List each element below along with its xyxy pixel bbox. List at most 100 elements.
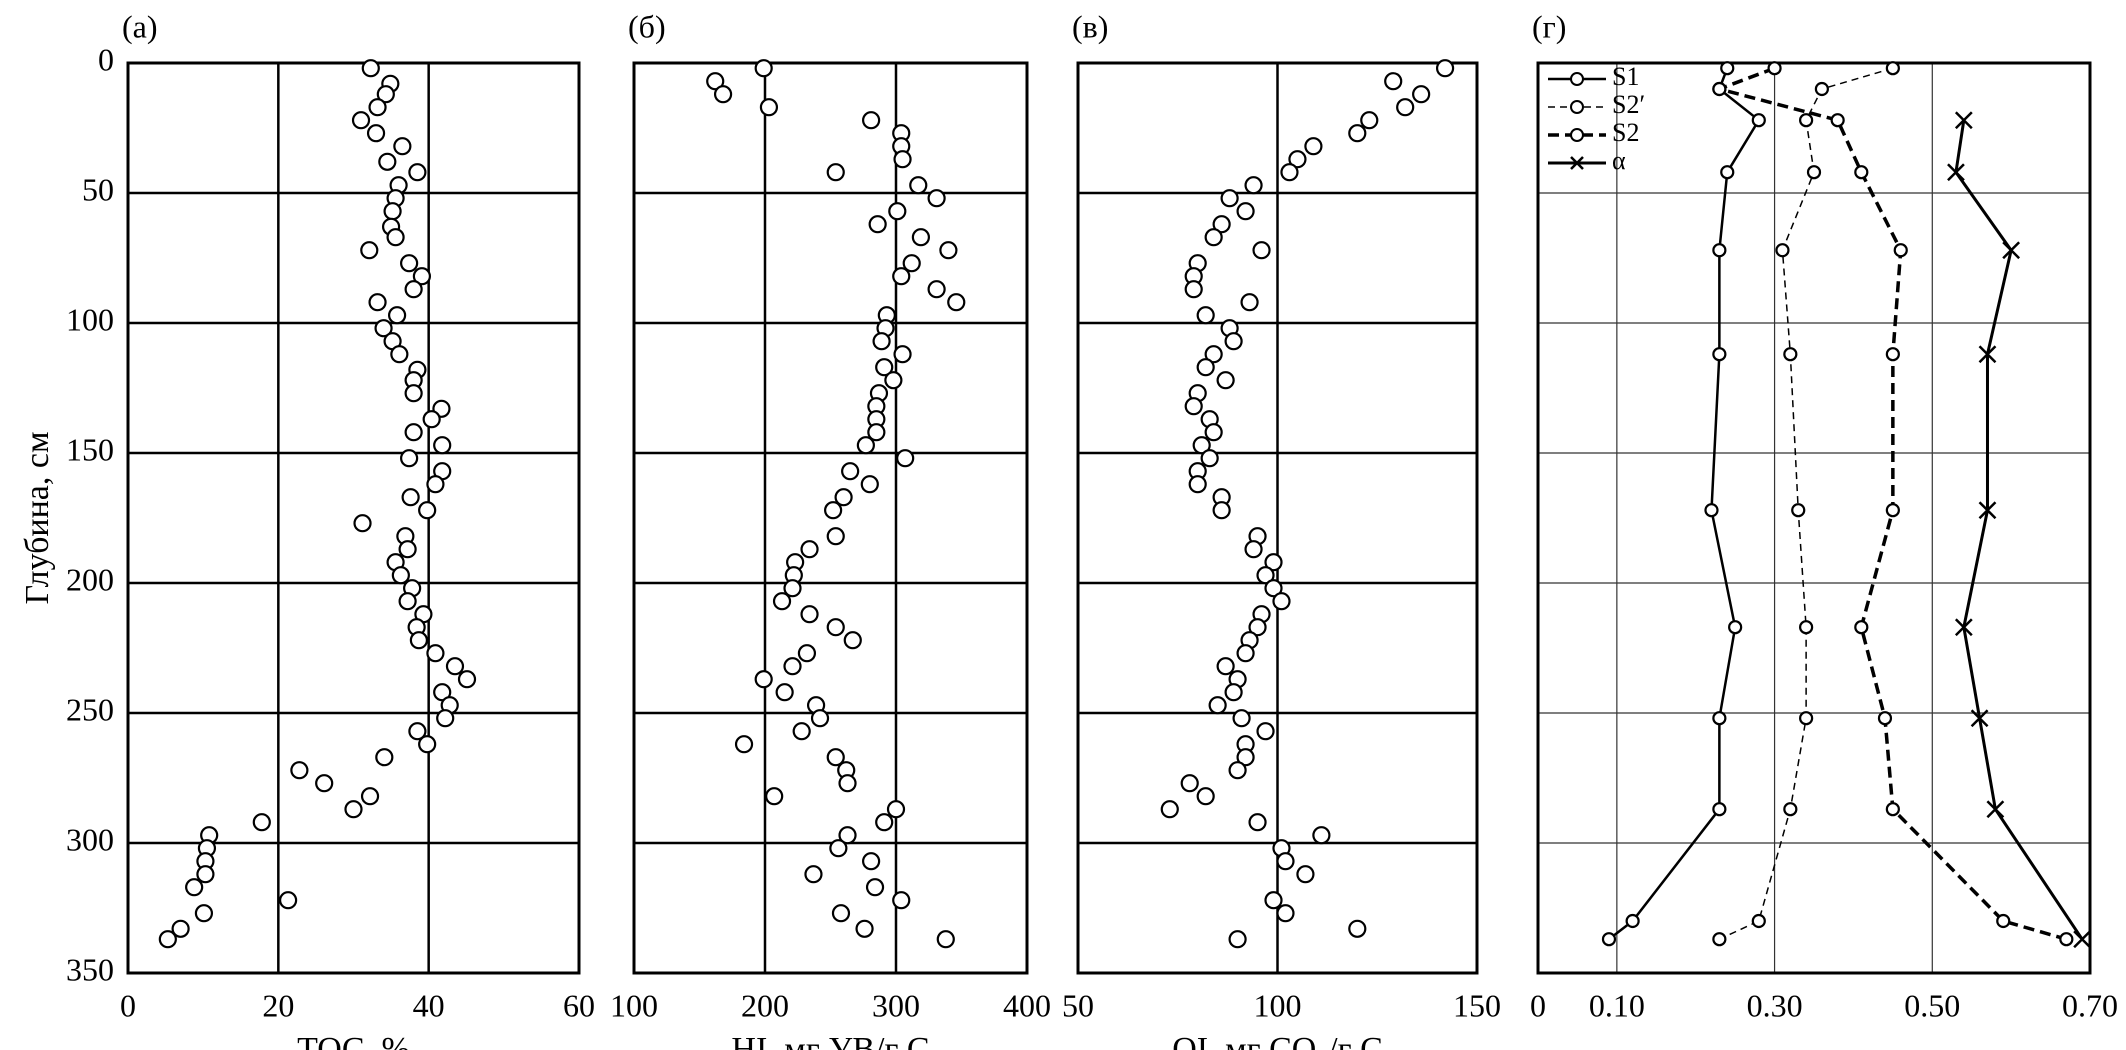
point-marker (1208, 696, 1227, 715)
point-marker (1877, 711, 1893, 726)
point-marker (1775, 243, 1790, 258)
point-marker (884, 371, 903, 390)
point-marker (158, 930, 177, 949)
point-marker (862, 111, 881, 130)
point-marker (368, 293, 387, 312)
x-tick-label: 0.10 (1589, 987, 1645, 1023)
point-marker (290, 761, 309, 780)
point-marker (838, 774, 857, 793)
point-marker (378, 152, 397, 171)
point-marker (1276, 852, 1295, 871)
point-marker (893, 345, 912, 364)
legend-marker (1570, 128, 1584, 142)
point-marker (1625, 913, 1640, 929)
point-marker (1360, 111, 1379, 130)
x-tick-label: 40 (413, 987, 445, 1023)
point-marker (706, 72, 725, 91)
point-marker (383, 202, 402, 221)
point-marker (765, 787, 784, 806)
point-marker (2002, 241, 2021, 260)
point-marker (391, 566, 410, 585)
point-marker (1885, 503, 1900, 518)
x-tick-label: 400 (1003, 987, 1051, 1023)
point-marker (1954, 111, 1973, 130)
point-marker (1240, 293, 1259, 312)
point-marker (375, 748, 394, 767)
panel-label: (б) (628, 8, 666, 44)
point-marker (1256, 566, 1275, 585)
point-marker (868, 215, 887, 234)
point-marker (862, 852, 881, 871)
point-marker (892, 891, 911, 910)
point-marker (909, 176, 928, 195)
point-marker (1280, 163, 1299, 182)
point-marker (1712, 243, 1727, 258)
point-marker (1200, 449, 1219, 468)
point-marker (1276, 904, 1295, 923)
point-marker (1236, 748, 1255, 767)
series-line (1719, 67, 1894, 940)
point-marker (797, 644, 817, 663)
point-marker (1232, 709, 1251, 728)
point-marker (1256, 722, 1275, 741)
y-tick-label: 150 (66, 431, 114, 467)
point-marker (855, 919, 874, 938)
point-marker (1396, 98, 1415, 117)
point-marker (1212, 215, 1231, 234)
legend-label: S2 (1612, 118, 1639, 147)
point-marker (457, 670, 477, 689)
x-tick-label: 0.30 (1747, 987, 1803, 1023)
point-marker (398, 592, 417, 611)
panel-label: (а) (122, 8, 158, 44)
point-marker (826, 748, 845, 767)
point-marker (1893, 243, 1908, 258)
point-marker (1814, 81, 1829, 97)
point-marker (436, 709, 455, 728)
y-tick-label: 100 (66, 301, 114, 337)
point-marker (1348, 124, 1367, 143)
point-marker (1180, 774, 1199, 793)
point-marker (1885, 347, 1900, 362)
point-marker (810, 709, 830, 728)
point-marker (783, 579, 802, 598)
point-marker (759, 98, 779, 117)
point-marker (1184, 280, 1203, 299)
plot-frame (1076, 61, 1479, 975)
point-marker (404, 423, 423, 442)
point-marker (401, 488, 420, 507)
panel-label: (в) (1072, 8, 1108, 44)
point-marker (1248, 618, 1267, 637)
point-marker (387, 306, 407, 325)
point-marker (1244, 176, 1263, 195)
point-marker (418, 501, 437, 520)
point-marker (1885, 802, 1900, 817)
x-tick-label: 0.70 (2062, 987, 2118, 1023)
series-line (1717, 66, 2067, 941)
point-marker (1192, 436, 1211, 455)
point-marker (1996, 913, 2011, 929)
point-marker (1188, 475, 1207, 494)
point-marker (826, 618, 845, 637)
point-marker (1799, 620, 1814, 635)
x-tick-label: 60 (563, 987, 595, 1023)
point-marker (1228, 761, 1247, 780)
point-marker (754, 59, 773, 78)
point-marker (936, 930, 955, 949)
point-marker (1196, 306, 1215, 325)
y-tick-label: 0 (98, 41, 114, 77)
legend-marker (1570, 156, 1584, 170)
point-marker (1986, 800, 2005, 819)
point-marker (1712, 347, 1727, 362)
plot-frame (126, 61, 581, 975)
point-marker (412, 267, 432, 286)
point-marker (361, 59, 380, 78)
point-marker (831, 904, 851, 923)
point-marker (875, 813, 894, 832)
x-tick-label: 20 (262, 987, 294, 1023)
y-tick-label: 200 (66, 561, 114, 597)
point-marker (1196, 787, 1215, 806)
point-marker (252, 813, 271, 832)
legend-label: S2′ (1612, 90, 1645, 119)
x-tick-label: 100 (610, 987, 658, 1023)
point-marker (1854, 165, 1869, 180)
